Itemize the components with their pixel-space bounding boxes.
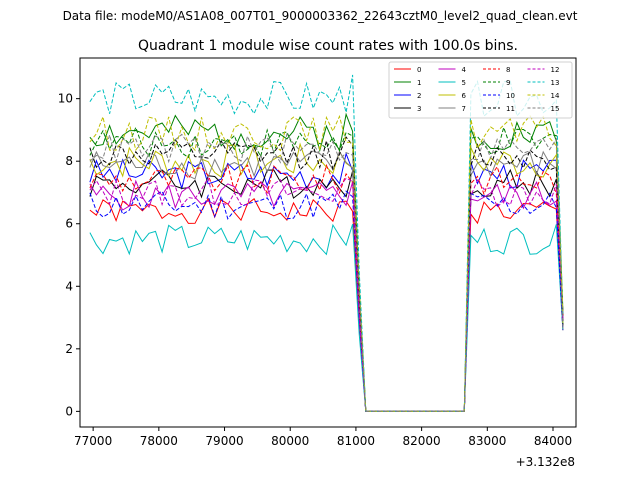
y-tick-label: 10: [58, 92, 73, 106]
x-tick-label: 83000: [468, 434, 506, 448]
axes-frame: [79, 57, 577, 428]
x-axis: 77000 78000 79000 80000 81000 82000 83000 84000: [74, 427, 572, 448]
legend-label: 12: [551, 66, 560, 74]
y-tick-label: 2: [65, 342, 73, 356]
y-tick-label: 8: [65, 154, 73, 168]
legend-label: 13: [551, 79, 560, 87]
x-tick-label: 84000: [534, 434, 572, 448]
legend-box: [388, 61, 573, 119]
y-tick-label: 6: [65, 217, 73, 231]
legend-label: 5: [462, 79, 466, 87]
series-line-6: [89, 142, 564, 412]
x-tick-label: 81000: [337, 434, 375, 448]
chart-title: Quadrant 1 module wise count rates with …: [138, 38, 518, 54]
series-line-7: [89, 150, 564, 412]
legend-label: 10: [506, 92, 515, 100]
legend-label: 15: [551, 105, 560, 113]
legend-label: 1: [417, 79, 421, 87]
legend-label: 2: [417, 92, 421, 100]
legend-label: 6: [462, 92, 467, 100]
series-line-10: [89, 190, 564, 412]
series-line-1: [89, 112, 564, 412]
legend-label: 9: [506, 79, 510, 87]
series-line-15: [89, 132, 564, 412]
x-tick-label: 79000: [205, 434, 243, 448]
series-line-3: [89, 168, 564, 412]
x-offset-label: +3.132e8: [516, 455, 575, 469]
series-line-11: [89, 136, 564, 412]
legend-label: 8: [506, 66, 510, 74]
series-lines: [89, 74, 564, 412]
series-line-0: [89, 197, 564, 412]
legend-label: 7: [462, 105, 466, 113]
series-line-14: [89, 114, 564, 412]
y-tick-label: 4: [65, 279, 73, 293]
series-line-12: [89, 176, 564, 412]
x-tick-label: 78000: [140, 434, 178, 448]
x-tick-label: 77000: [74, 434, 112, 448]
legend-label: 3: [417, 105, 421, 113]
x-tick-label: 82000: [403, 434, 441, 448]
legend-label: 0: [417, 66, 421, 74]
legend-label: 14: [551, 92, 560, 100]
series-line-13: [89, 74, 564, 412]
y-tick-label: 0: [65, 404, 73, 418]
series-line-5: [89, 223, 564, 412]
series-line-8: [89, 163, 564, 412]
y-axis: 0 2 4 6 8 10: [58, 92, 80, 418]
x-tick-label: 80000: [271, 434, 309, 448]
suptitle: Data file: modeM0/AS1A08_007T01_90000033…: [63, 9, 578, 23]
legend-label: 11: [506, 105, 515, 113]
legend-label: 4: [462, 66, 467, 74]
